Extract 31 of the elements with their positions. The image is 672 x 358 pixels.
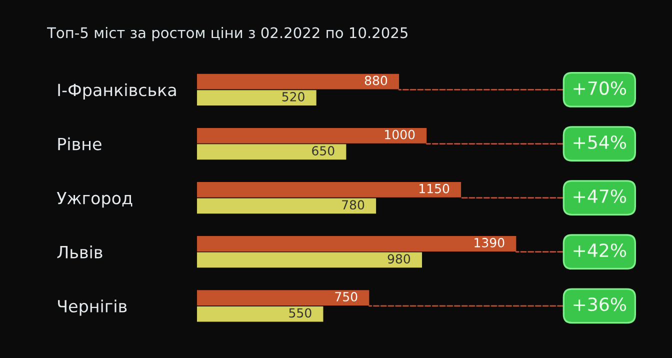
text: +42% [574,243,626,258]
bar [196,182,462,198]
y-tick-label: Рівне [58,137,102,150]
bar [196,74,400,90]
bar [196,128,427,144]
y-tick-label: Ужгород [56,192,132,208]
bar [196,198,376,214]
data-label: 1150 [420,184,450,194]
bar [196,252,422,268]
bar [196,306,324,322]
text: +54% [574,135,626,149]
text: +36% [574,297,626,312]
data-label: 880 [364,76,388,86]
y-tick-label: Львів [57,246,102,258]
bar [196,236,516,252]
data-label: 550 [289,308,312,318]
data-label: 980 [388,254,410,264]
bar [196,290,370,306]
bar [196,90,316,106]
data-label: 1390 [474,238,504,248]
y-tick-label: І-Франківська [58,83,176,100]
data-label: 750 [335,292,358,302]
chart-title: Топ-5 міст за ростом ціни з 02.2022 по 10.2025 [46,26,408,42]
y-tick-label: Чернігів [58,300,127,316]
bar [196,144,346,160]
data-label: 780 [342,200,364,210]
text: +70% [574,81,626,95]
data-label: 520 [282,92,304,102]
data-label: 1000 [385,130,415,140]
data-label: 650 [312,146,334,156]
text: +47% [574,189,626,204]
